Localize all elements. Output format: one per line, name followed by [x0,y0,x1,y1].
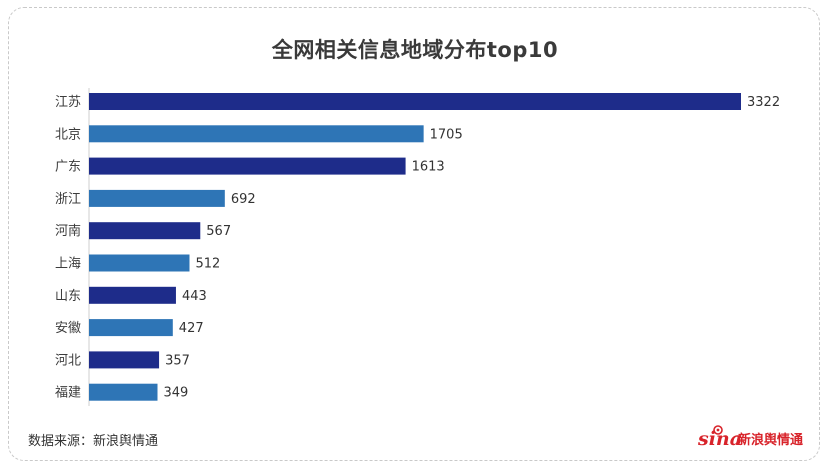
category-label-1: 江苏 [55,94,81,110]
sina-logo: sina 新浪舆情通 [698,425,803,450]
sina-eye-icon [713,425,723,435]
bar-1 [89,93,741,110]
category-label-9: 河北 [55,353,81,368]
logo-sina-text: sina [698,428,742,450]
category-label-7: 山东 [55,289,81,304]
bar-3 [89,157,406,175]
category-label-4: 浙江 [55,192,81,207]
category-label-5: 河南 [55,223,81,239]
value-label-7: 443 [182,289,207,304]
category-label-10: 福建 [55,386,81,401]
bar-5 [89,222,201,240]
bar-2 [89,125,424,143]
category-label-3: 广东 [55,160,81,175]
value-label-8: 427 [179,321,204,336]
category-label-6: 上海 [55,257,81,272]
value-label-4: 692 [231,192,256,207]
category-label-8: 安徽 [55,321,81,336]
value-label-6: 512 [195,257,220,272]
bar-4 [89,189,225,207]
bar-8 [89,319,173,337]
bar-9 [89,351,160,369]
bar-7 [89,286,176,304]
chart-title: 全网相关信息地域分布top10 [271,38,559,62]
value-label-2: 1705 [430,127,463,142]
logo-product-text: 新浪舆情通 [738,432,803,448]
bar-10 [89,383,158,401]
category-label-2: 北京 [55,127,81,142]
data-source: 数据来源：新浪舆情通 [28,434,159,449]
value-label-5: 567 [206,224,231,239]
value-label-9: 357 [165,353,190,368]
value-label-3: 1613 [412,160,445,175]
value-label-10: 349 [163,386,188,401]
value-label-1: 3322 [747,95,780,110]
bar-6 [89,254,190,272]
